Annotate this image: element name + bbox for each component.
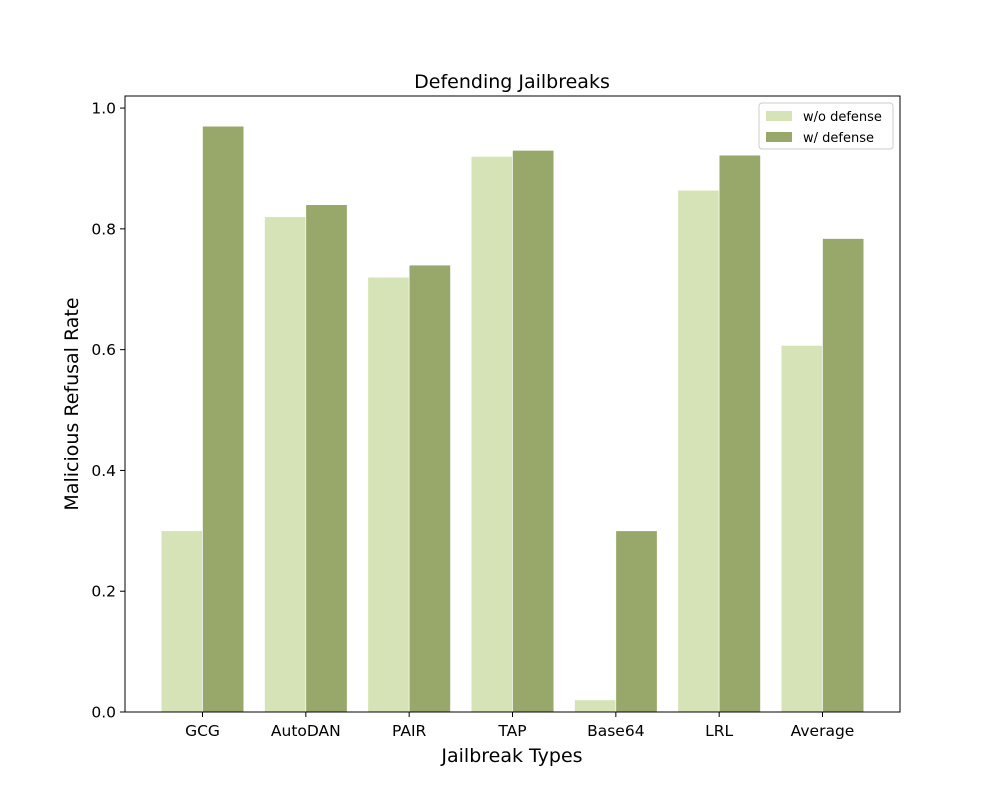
x-tick-label-pair: PAIR xyxy=(392,722,427,740)
bar-without-defense-autodan xyxy=(264,216,307,713)
legend-label-without-defense: w/o defense xyxy=(803,110,882,125)
y-axis-label: Malicious Refusal Rate xyxy=(61,297,83,510)
bars-layer xyxy=(160,125,865,713)
bar-with-defense-base64 xyxy=(615,530,658,713)
bar-with-defense-lrl xyxy=(718,154,761,713)
legend: w/o defense w/ defense xyxy=(758,102,894,150)
x-axis-label: Jailbreak Types xyxy=(440,745,582,767)
y-tick-label: 0.4 xyxy=(91,462,116,480)
bar-with-defense-average xyxy=(822,238,865,713)
x-tick-label-gcg: GCG xyxy=(185,722,220,740)
x-tick-label-autodan: AutoDAN xyxy=(271,722,341,740)
y-tick-label: 1.0 xyxy=(91,100,116,118)
y-tick-label: 0.2 xyxy=(91,583,116,601)
x-tick-label-base64: Base64 xyxy=(587,722,644,740)
bar-without-defense-pair xyxy=(367,276,410,713)
y-tick-label: 0.6 xyxy=(91,341,116,359)
x-tick-label-average: Average xyxy=(791,722,855,740)
bar-without-defense-lrl xyxy=(677,189,720,713)
y-tick-label: 0.8 xyxy=(91,220,116,238)
legend-box xyxy=(758,102,894,150)
bar-with-defense-gcg xyxy=(202,125,245,713)
bar-with-defense-pair xyxy=(408,264,451,713)
chart-title: Defending Jailbreaks xyxy=(414,71,610,93)
x-tick-label-lrl: LRL xyxy=(705,722,733,740)
legend-label-with-defense: w/ defense xyxy=(803,131,874,146)
axes-layer: 0.0 0.2 0.4 0.6 0.8 1.0 GCG AutoDAN PAIR TAP Base6… xyxy=(91,95,901,740)
legend-swatch-without-defense xyxy=(766,111,792,121)
bar-without-defense-gcg xyxy=(160,530,203,713)
x-tick-label-tap: TAP xyxy=(497,722,526,740)
bar-without-defense-tap xyxy=(470,156,513,713)
bar-with-defense-autodan xyxy=(305,204,348,713)
bar-without-defense-average xyxy=(780,345,823,713)
bar-with-defense-tap xyxy=(512,150,555,713)
bar-without-defense-base64 xyxy=(574,699,617,713)
legend-swatch-with-defense xyxy=(766,132,792,142)
y-tick-label: 0.0 xyxy=(91,704,116,722)
